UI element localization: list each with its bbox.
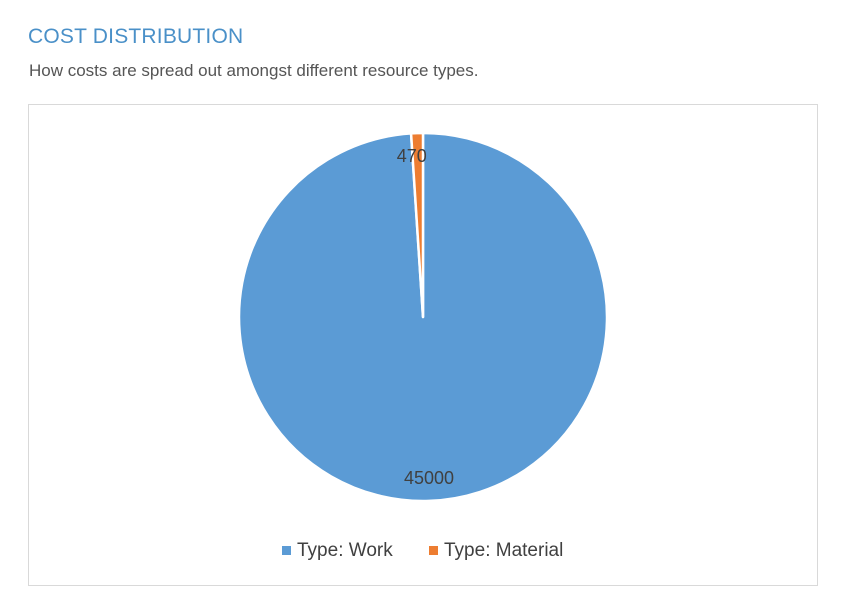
- legend-label-type-work: Type: Work: [297, 540, 393, 561]
- legend-swatch-type-material: [429, 546, 438, 555]
- data-label-type-work: 45000: [404, 468, 454, 488]
- data-label-type-material: 470: [397, 146, 427, 166]
- page-title: COST DISTRIBUTION: [28, 25, 244, 48]
- page-subtitle: How costs are spread out amongst differe…: [29, 61, 479, 80]
- legend-swatch-type-work: [282, 546, 291, 555]
- pie-slice-type-material: [409, 131, 425, 319]
- legend-label-type-material: Type: Material: [444, 540, 563, 561]
